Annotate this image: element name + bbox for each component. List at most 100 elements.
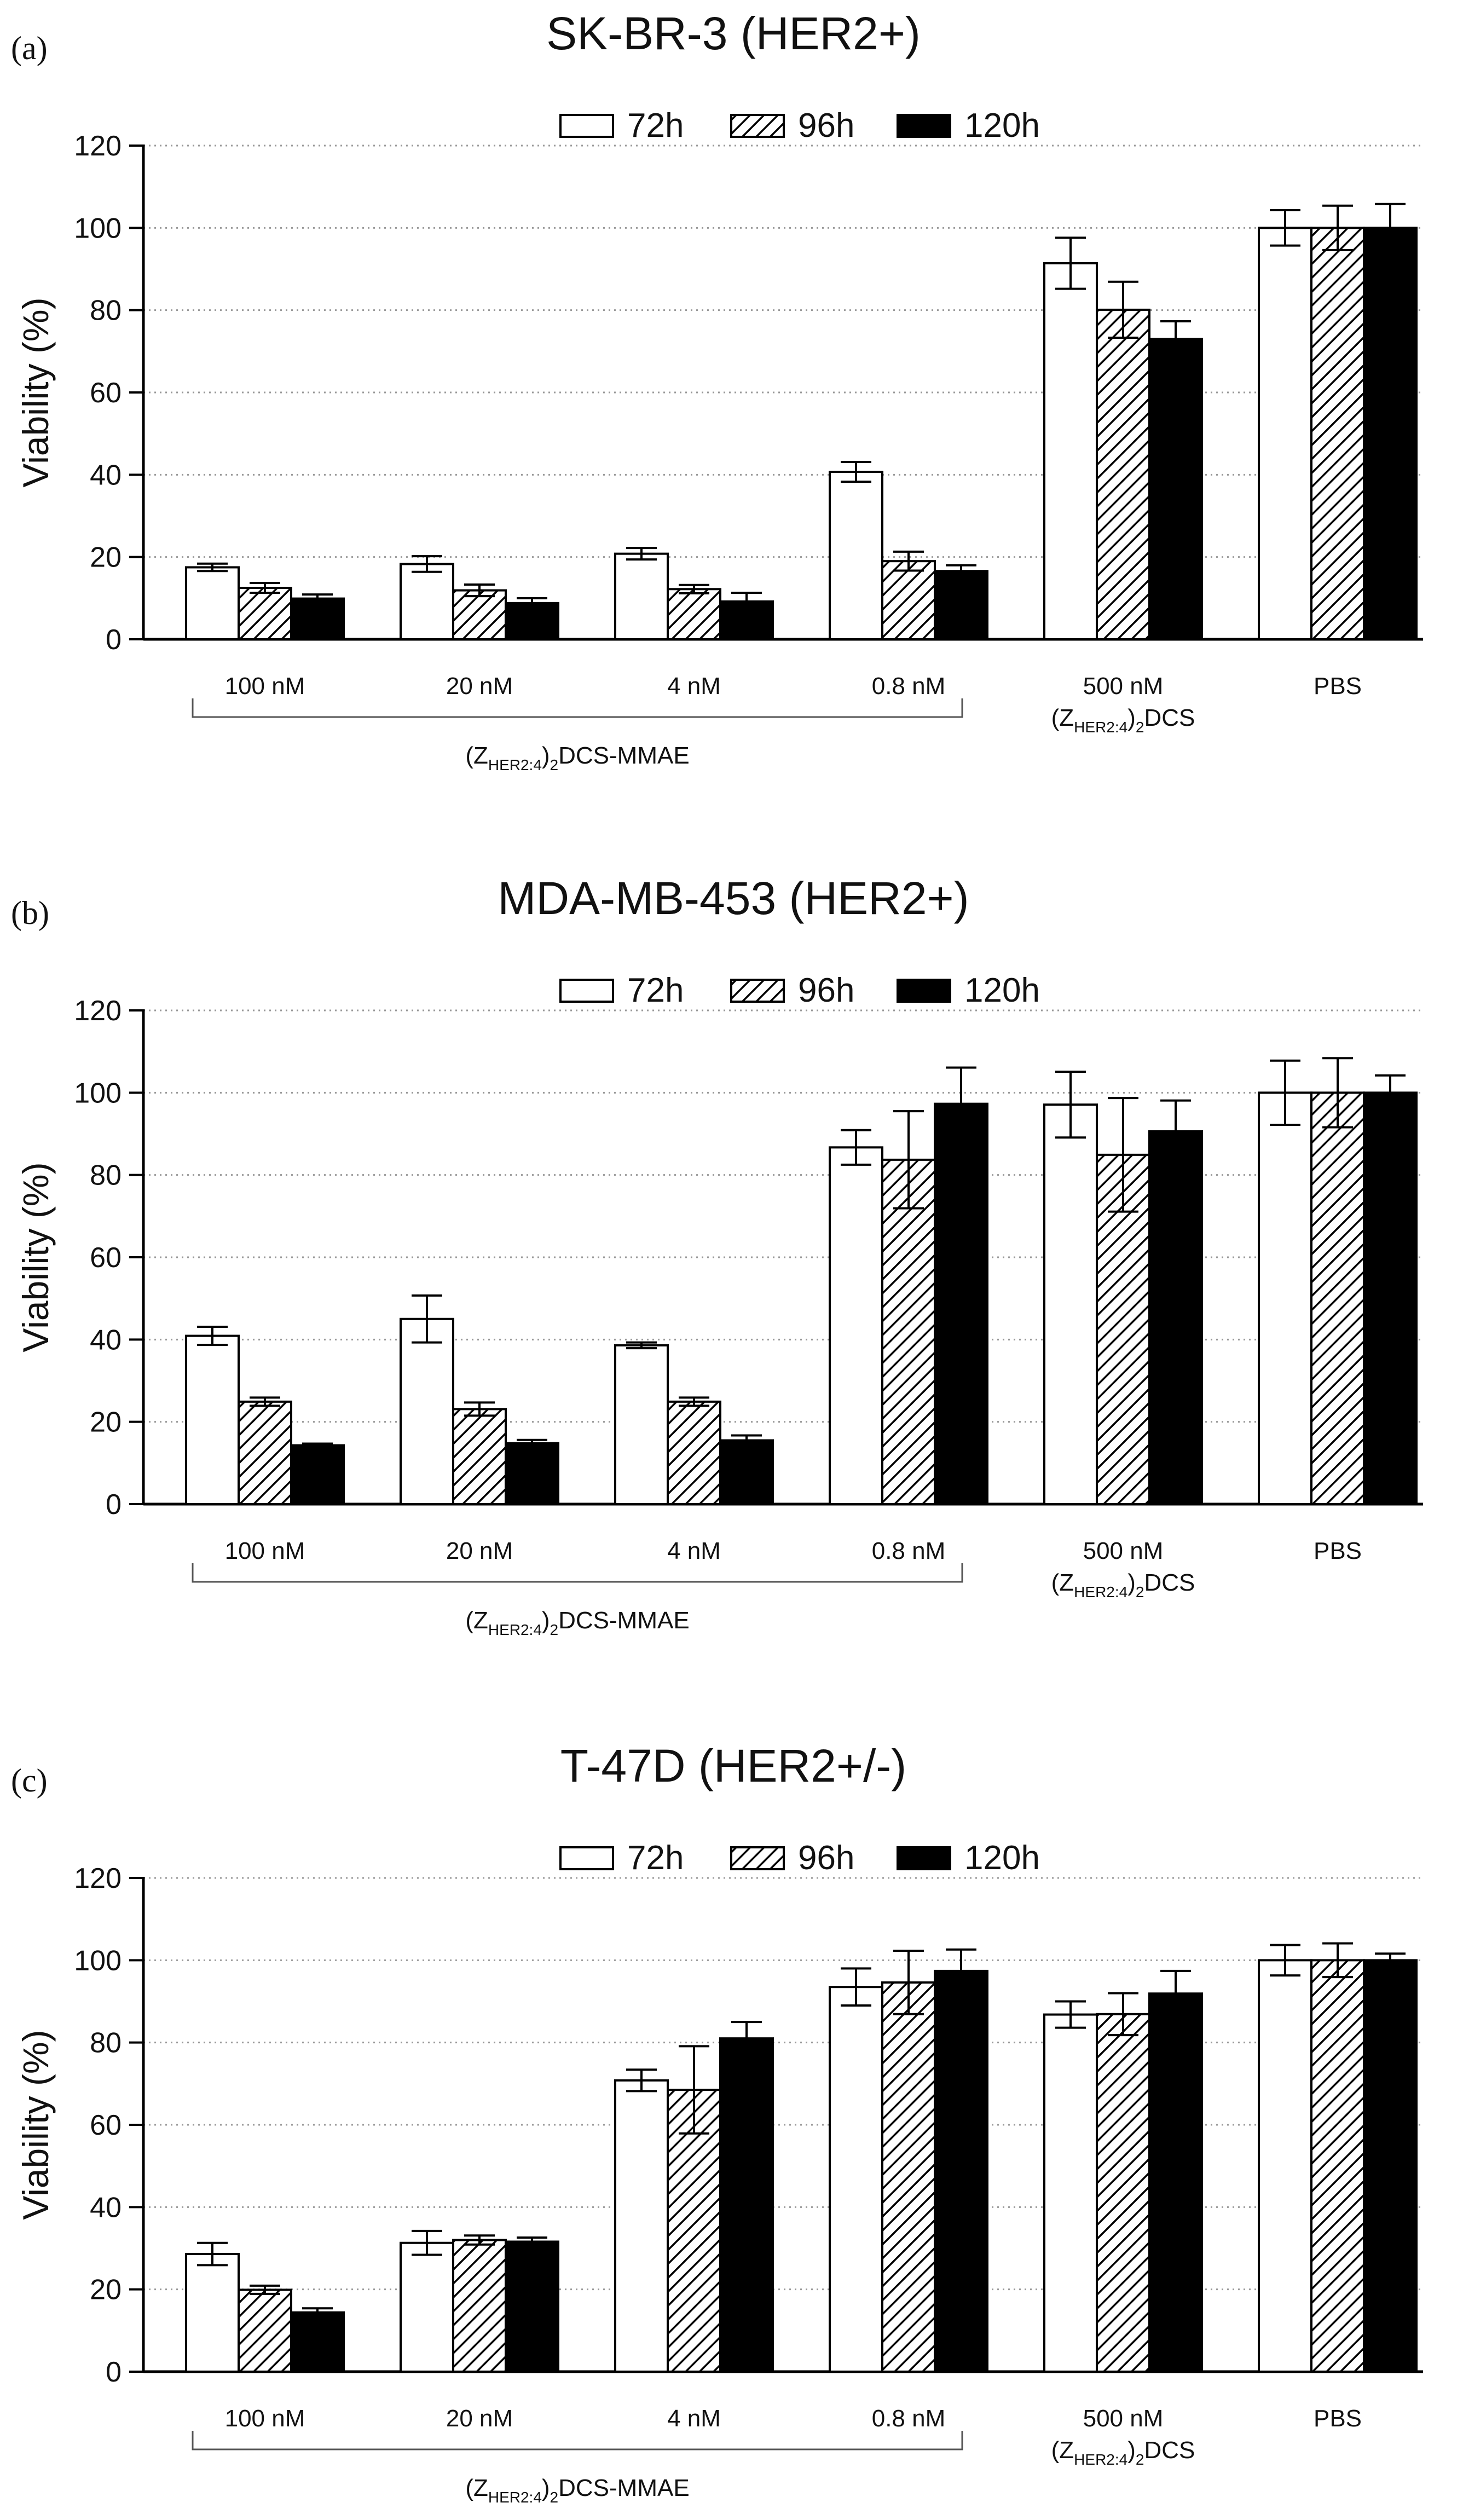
bar-120h-3: [719, 1439, 774, 1506]
bar-72h-3: [614, 2079, 669, 2373]
bar-120h-2: [505, 602, 559, 641]
error-bar: [946, 1066, 976, 1141]
error-bar: [1322, 1942, 1353, 1979]
x-tick-label: PBS: [1314, 2405, 1362, 2432]
y-tick-label: 20: [90, 2274, 122, 2306]
bar-120h-6: [1363, 1959, 1418, 2373]
bar-120h-3: [719, 600, 774, 641]
y-axis: 0 20 40 60 80 100 120 Viability (%): [15, 130, 1423, 656]
y-tick-label: 0: [106, 2356, 122, 2388]
legend-swatch-96h: [730, 1846, 785, 1870]
error-bar: [302, 2307, 333, 2318]
x-tick-label: 0.8 nM: [872, 673, 946, 700]
legend-swatch-72h: [559, 979, 614, 1003]
x-tick-label: PBS: [1314, 673, 1362, 700]
bar-120h-2: [505, 1442, 559, 1505]
y-tick-label: 120: [74, 995, 122, 1027]
y-tick-label: 0: [106, 624, 122, 656]
error-bar: [893, 550, 924, 572]
legend-swatch-120h: [897, 114, 951, 138]
bars: [185, 1942, 1418, 2373]
x-tick-label: 500 nM: [1083, 673, 1164, 700]
y-axis-label: Viability (%): [15, 297, 56, 487]
y-tick-label: 80: [90, 1160, 122, 1192]
error-bar: [626, 547, 657, 561]
y-tick-label: 120: [74, 1863, 122, 1894]
chart-panel-2: (b) MDA-MB-453 (HER2+) 72h 96h 120h 0 20 40 60 80…: [11, 872, 1423, 1638]
error-bar: [679, 1396, 709, 1407]
chart-title: MDA-MB-453 (HER2+): [498, 872, 969, 924]
y-tick-label: 80: [90, 295, 122, 327]
error-bar: [626, 2068, 657, 2093]
error-bar: [517, 2236, 547, 2247]
y-tick-label: 0: [106, 1489, 122, 1521]
error-bar: [197, 1326, 228, 1346]
bar-96h-5: [1096, 1153, 1150, 1505]
bar-96h-4: [881, 560, 936, 641]
bar-96h-2: [452, 589, 507, 640]
group-label: (ZHER2:4)2DCS: [1051, 704, 1195, 736]
error-bar: [1160, 1099, 1191, 1164]
error-bar: [197, 2241, 228, 2267]
bar-96h-2: [452, 1408, 507, 1505]
group-label: (ZHER2:4)2DCS-MMAE: [465, 742, 689, 773]
y-tick-label: 80: [90, 2027, 122, 2059]
legend-swatch-72h: [559, 114, 614, 138]
bars: [185, 203, 1418, 641]
bar-96h-1: [238, 1400, 292, 1506]
bar-72h-4: [829, 471, 883, 640]
bar-72h-6: [1258, 227, 1312, 641]
error-bar: [197, 562, 228, 573]
bar-120h-5: [1148, 338, 1203, 640]
error-bar: [946, 1948, 976, 1993]
y-tick-label: 100: [74, 1077, 122, 1109]
error-bar: [626, 1341, 657, 1350]
legend-label-96h: 96h: [798, 1839, 854, 1877]
error-bar: [1108, 1992, 1138, 2037]
error-bar: [302, 593, 333, 604]
x-tick-label: 100 nM: [225, 673, 305, 700]
y-tick-label: 20: [90, 1407, 122, 1438]
x-tick-label: 0.8 nM: [872, 1538, 946, 1564]
error-bar: [1375, 1952, 1406, 1968]
panel-label: (c): [11, 1762, 48, 1799]
error-bar: [1270, 1059, 1300, 1126]
y-tick-label: 120: [74, 130, 122, 162]
bar-72h-5: [1043, 1103, 1098, 1505]
group-label: (ZHER2:4)2DCS-MMAE: [465, 2475, 689, 2506]
error-bar: [412, 1294, 442, 1344]
bar-96h-2: [452, 2239, 507, 2373]
y-axis: 0 20 40 60 80 100 120 Viability (%): [15, 995, 1423, 1521]
bar-72h-2: [400, 563, 454, 640]
error-bar: [841, 461, 871, 483]
group-label: (ZHER2:4)2DCS: [1051, 2437, 1195, 2468]
error-bar: [464, 583, 495, 598]
y-tick-label: 40: [90, 2192, 122, 2223]
error-bar: [946, 564, 976, 578]
legend-label-120h: 120h: [964, 1839, 1040, 1877]
bar-120h-6: [1363, 227, 1418, 641]
bar-120h-1: [290, 1444, 345, 1506]
error-bar: [1055, 2000, 1086, 2029]
legend: 72h 96h 120h: [559, 1839, 1040, 1877]
error-bar: [1160, 320, 1191, 358]
bar-72h-1: [185, 2253, 240, 2373]
error-bar: [250, 582, 280, 594]
legend-label-72h: 72h: [627, 107, 684, 145]
x-tick-label: 20 nM: [446, 2405, 513, 2432]
bar-120h-4: [934, 1969, 988, 2373]
error-bar: [1270, 209, 1300, 247]
y-tick-label: 20: [90, 542, 122, 574]
chart-panel-3: (c) T-47D (HER2+/-) 72h 96h 120h 0 20 40 60 80 100…: [11, 1740, 1423, 2506]
bar-96h-1: [238, 587, 292, 640]
legend-label-120h: 120h: [964, 972, 1040, 1009]
bar-120h-1: [290, 597, 345, 640]
chart-panel-1: (a) SK-BR-3 (HER2+) 72h 96h 120h 0 20 40 60 80 100…: [11, 8, 1423, 773]
error-bar: [1375, 1074, 1406, 1111]
error-bar: [1055, 236, 1086, 290]
bar-72h-6: [1258, 1959, 1312, 2373]
bar-72h-4: [829, 1146, 883, 1505]
x-tick-label: 0.8 nM: [872, 2405, 946, 2432]
legend-label-120h: 120h: [964, 107, 1040, 145]
error-bar: [517, 597, 547, 609]
